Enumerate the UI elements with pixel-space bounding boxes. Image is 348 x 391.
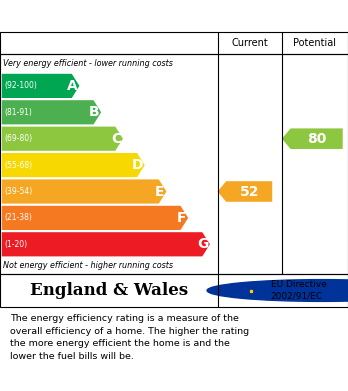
Text: (81-91): (81-91) (4, 108, 32, 117)
Text: C: C (111, 132, 121, 146)
Polygon shape (2, 206, 188, 230)
Text: A: A (67, 79, 78, 93)
Text: 80: 80 (307, 132, 326, 146)
Text: Current: Current (231, 38, 268, 48)
Text: EU Directive
2002/91/EC: EU Directive 2002/91/EC (271, 280, 326, 301)
Polygon shape (218, 181, 272, 202)
Text: The energy efficiency rating is a measure of the
overall efficiency of a home. T: The energy efficiency rating is a measur… (10, 314, 250, 361)
Text: Energy Efficiency Rating: Energy Efficiency Rating (10, 9, 220, 23)
Polygon shape (2, 100, 101, 124)
Text: D: D (132, 158, 143, 172)
Text: (55-68): (55-68) (4, 161, 32, 170)
Polygon shape (2, 74, 79, 98)
Text: (69-80): (69-80) (4, 134, 32, 143)
Text: Potential: Potential (293, 38, 337, 48)
Text: E: E (155, 185, 165, 199)
Text: 52: 52 (239, 185, 259, 199)
Text: B: B (89, 105, 100, 119)
Polygon shape (2, 127, 123, 151)
Text: England & Wales: England & Wales (30, 282, 188, 299)
Text: (21-38): (21-38) (4, 213, 32, 222)
Text: (39-54): (39-54) (4, 187, 32, 196)
Polygon shape (2, 179, 166, 204)
Polygon shape (2, 232, 210, 256)
Text: F: F (177, 211, 187, 225)
Text: (1-20): (1-20) (4, 240, 27, 249)
Text: Not energy efficient - higher running costs: Not energy efficient - higher running co… (3, 261, 174, 270)
Text: (92-100): (92-100) (4, 81, 37, 90)
Polygon shape (282, 128, 343, 149)
Text: Very energy efficient - lower running costs: Very energy efficient - lower running co… (3, 59, 173, 68)
Text: G: G (197, 237, 208, 251)
Polygon shape (2, 153, 145, 177)
Circle shape (207, 280, 348, 301)
